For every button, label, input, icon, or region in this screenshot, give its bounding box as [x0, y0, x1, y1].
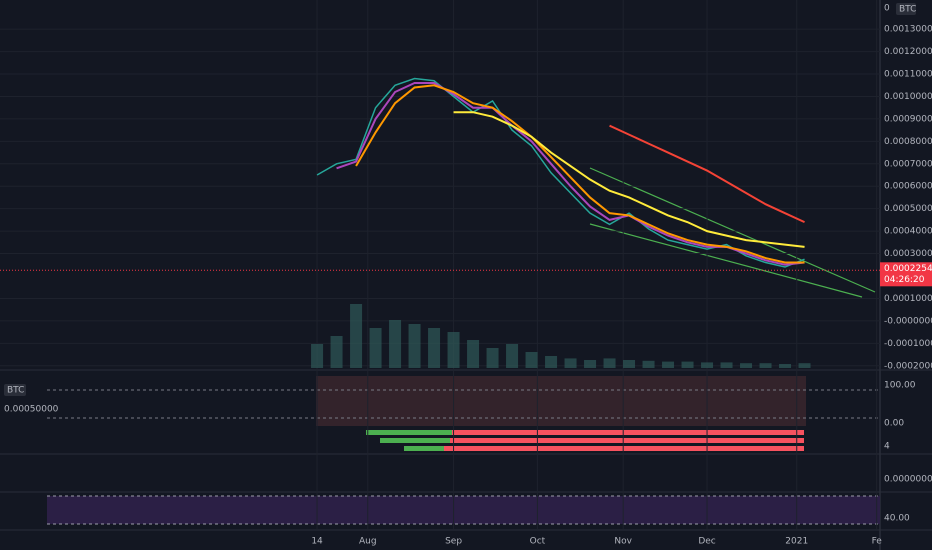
volume-bar: [642, 360, 655, 368]
volume-bar: [720, 362, 733, 368]
trend-line: [589, 167, 876, 293]
currency-badge: [896, 3, 916, 15]
stoch-label: 0.00: [884, 419, 904, 429]
volume-bar: [603, 358, 616, 368]
volume-bar: [447, 332, 460, 368]
x-tick-label: Aug: [359, 537, 377, 547]
volume-bar: [759, 363, 772, 368]
volume-bar: [369, 328, 382, 368]
trend-bar: [404, 446, 444, 451]
y-tick-label: 0.00050000: [884, 204, 932, 214]
y-tick-label: 0.00010000: [884, 294, 932, 304]
trend-bar: [404, 446, 804, 451]
y-tick-label: -0.00020000: [884, 361, 932, 371]
macd-label: 0.00000000: [884, 475, 932, 485]
volume-bar: [545, 356, 558, 368]
y-tick-label: -0.00010000: [884, 339, 932, 349]
volume-bar: [467, 340, 480, 368]
currency: BTC: [899, 5, 916, 15]
volume-bar: [623, 360, 636, 368]
rsi-label: 40.00: [884, 514, 910, 524]
x-tick-label: Sep: [445, 537, 462, 547]
volume-bar: [525, 352, 538, 368]
trend-bar: [366, 430, 452, 435]
x-tick-label: Dec: [698, 537, 715, 547]
top-label: 0: [884, 4, 890, 14]
trend-bar: [380, 438, 450, 443]
x-tick-label: Nov: [614, 537, 632, 547]
x-tick-label: 14: [311, 537, 323, 547]
y-tick-label: -0.00000000: [884, 316, 932, 326]
series-line: [316, 77, 805, 268]
series-line: [355, 84, 805, 264]
volume-bar: [779, 364, 792, 368]
volume-bar: [428, 328, 441, 368]
rsi-band: [47, 496, 880, 524]
overlay-label: BTC: [7, 386, 24, 396]
volume-bar: [584, 360, 597, 368]
trend-line: [589, 223, 863, 298]
stoch-label: 100.00: [884, 381, 916, 391]
series-line: [609, 124, 805, 224]
volume-bar: [330, 336, 343, 368]
volume-bar: [798, 363, 811, 368]
trend-bar: [380, 438, 804, 443]
volume-bar: [389, 320, 402, 368]
x-tick-label: Oct: [530, 537, 546, 547]
volume-bar: [662, 361, 675, 368]
volume-bar: [506, 344, 519, 368]
volume-bar: [486, 348, 499, 368]
trend-bar: [366, 430, 804, 435]
volume-bar: [564, 358, 577, 368]
countdown: 04:26:20: [884, 275, 925, 285]
currency-badge: [4, 384, 26, 396]
series-line: [453, 111, 805, 248]
volume-bar: [701, 362, 714, 368]
x-tick-label: Fe: [872, 537, 883, 547]
volume-bar: [740, 363, 753, 368]
volume-bar: [311, 344, 324, 368]
bars-label: 4: [884, 442, 890, 452]
x-tick-label: 2021: [785, 537, 808, 547]
volume-bar: [681, 361, 694, 368]
price-tag: [880, 262, 932, 287]
volume-bar: [350, 304, 363, 368]
overlay-label: 0.00050000: [4, 405, 59, 415]
volume-bar: [408, 324, 421, 368]
